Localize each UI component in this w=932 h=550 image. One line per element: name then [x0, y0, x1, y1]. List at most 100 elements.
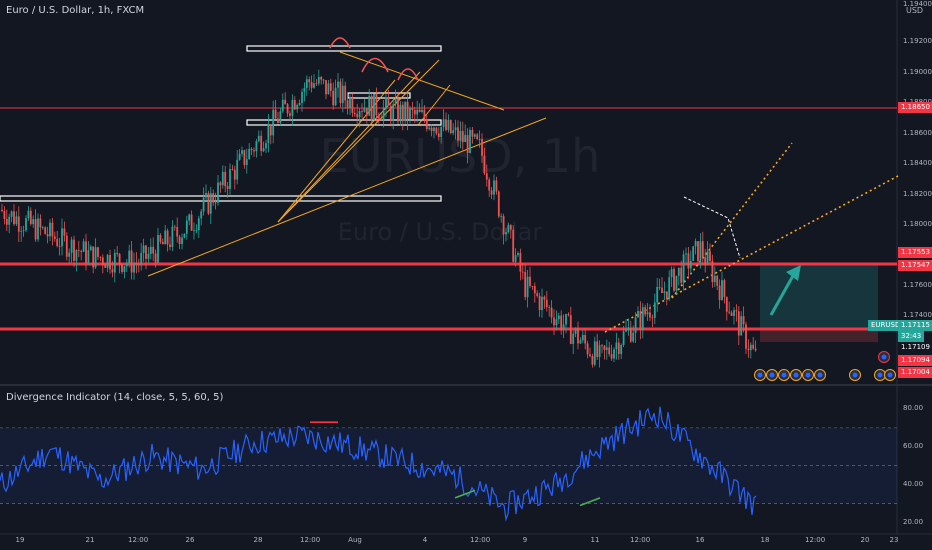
- candle: [634, 312, 637, 344]
- time-axis[interactable]: 19 21 12:00 26 28 12:00 Aug 4 12:00 9 11 12:00 16 18 1…: [0, 535, 899, 550]
- economic-event-icon[interactable]: [766, 369, 778, 381]
- position-profit-zone[interactable]: [760, 264, 878, 328]
- candle: [742, 306, 745, 333]
- candle: [181, 233, 183, 250]
- time-tick-label: 16: [695, 536, 705, 544]
- candle: [301, 88, 303, 112]
- candle: [716, 274, 719, 291]
- candle: [747, 339, 750, 358]
- economic-event-icon[interactable]: [778, 369, 790, 381]
- price-tick-label: 1.17600: [903, 280, 932, 289]
- dotted-trendline-long[interactable]: [604, 175, 899, 333]
- candle: [382, 100, 385, 128]
- candle: [332, 82, 335, 110]
- watermark-name: Euro / U.S. Dollar: [338, 218, 543, 246]
- economic-event-icon[interactable]: [874, 369, 886, 381]
- economic-event-icon[interactable]: [884, 369, 896, 381]
- pattern-arcs[interactable]: [329, 37, 419, 81]
- candle: [389, 102, 392, 127]
- economic-events-row[interactable]: [754, 351, 896, 381]
- candle: [560, 310, 563, 335]
- candle: [116, 246, 119, 257]
- candle: [241, 146, 243, 157]
- candle: [562, 314, 565, 339]
- trendline-fan-1[interactable]: [277, 59, 440, 223]
- candle: [121, 263, 123, 274]
- candle: [593, 336, 596, 367]
- candle: [740, 311, 743, 336]
- position-loss-zone[interactable]: [760, 328, 878, 342]
- zone-rectangle-top[interactable]: [246, 45, 442, 52]
- candle: [385, 94, 387, 117]
- dotted-trend-lines[interactable]: [604, 142, 899, 333]
- candle: [457, 120, 459, 147]
- candle: [65, 232, 68, 261]
- candle: [368, 89, 371, 116]
- candle: [502, 213, 505, 245]
- candle: [548, 305, 551, 317]
- triangle-drawing[interactable]: [683, 196, 741, 259]
- trendline-fan-2[interactable]: [277, 71, 421, 223]
- candle: [437, 127, 440, 141]
- economic-event-icon[interactable]: [754, 369, 766, 381]
- candle: [188, 213, 191, 226]
- candle: [41, 225, 44, 230]
- candle: [291, 94, 294, 126]
- candle: [687, 247, 690, 280]
- candle: [569, 306, 572, 345]
- trendline-short[interactable]: [417, 84, 451, 126]
- candle: [161, 238, 164, 245]
- candle: [248, 143, 251, 160]
- candle: [63, 221, 66, 242]
- arc-head[interactable]: [329, 37, 351, 49]
- candle: [68, 248, 71, 265]
- arc-shoulder-2[interactable]: [397, 68, 419, 81]
- economic-event-icon[interactable]: [814, 369, 826, 381]
- time-tick-label: 12:00: [805, 536, 826, 544]
- candle: [277, 112, 279, 124]
- zone-rectangle-middle[interactable]: [246, 119, 442, 126]
- price-axis[interactable]: USD1.194001.192001.190001.188001.186001.…: [868, 0, 932, 385]
- economic-event-icon[interactable]: [849, 369, 861, 381]
- candle: [164, 225, 167, 245]
- candle: [555, 310, 558, 330]
- candle: [440, 126, 443, 144]
- arc-shoulder-1[interactable]: [361, 57, 389, 73]
- economic-event-icon[interactable]: [790, 369, 802, 381]
- candle: [677, 267, 680, 286]
- triangle-path[interactable]: [683, 196, 741, 259]
- target-arrow[interactable]: [769, 273, 796, 316]
- candle: [665, 291, 668, 306]
- candle: [713, 266, 716, 288]
- candle: [392, 98, 395, 130]
- time-tick-label: 21: [85, 536, 95, 544]
- zone-rectangle-lower[interactable]: [0, 195, 442, 202]
- candle: [89, 244, 92, 251]
- economic-event-icon[interactable]: [802, 369, 814, 381]
- time-tick-label: 18: [760, 536, 770, 544]
- candle: [680, 260, 683, 285]
- economic-event-icon[interactable]: [878, 351, 890, 363]
- candle: [339, 78, 342, 108]
- price-tag: 1.17553: [898, 247, 932, 258]
- oscillator-pane[interactable]: [0, 406, 897, 522]
- candle: [337, 73, 339, 98]
- candlestick-series[interactable]: [1, 69, 757, 368]
- candle: [46, 226, 49, 244]
- indicator-tick-label: 20.00: [903, 517, 924, 526]
- candle: [303, 82, 306, 102]
- zone-rectangle-small[interactable]: [347, 92, 411, 99]
- candle: [8, 213, 11, 234]
- indicator-axis[interactable]: 80.00 60.00 40.00 20.00: [898, 386, 932, 534]
- oscillator-line: [0, 406, 757, 522]
- candle: [473, 133, 476, 139]
- candle: [617, 338, 620, 360]
- candle: [159, 233, 162, 244]
- candle: [133, 252, 135, 280]
- candle: [5, 209, 8, 232]
- candle: [469, 127, 471, 154]
- candle: [77, 240, 80, 258]
- trendline-falling[interactable]: [339, 51, 505, 111]
- candle: [663, 281, 666, 300]
